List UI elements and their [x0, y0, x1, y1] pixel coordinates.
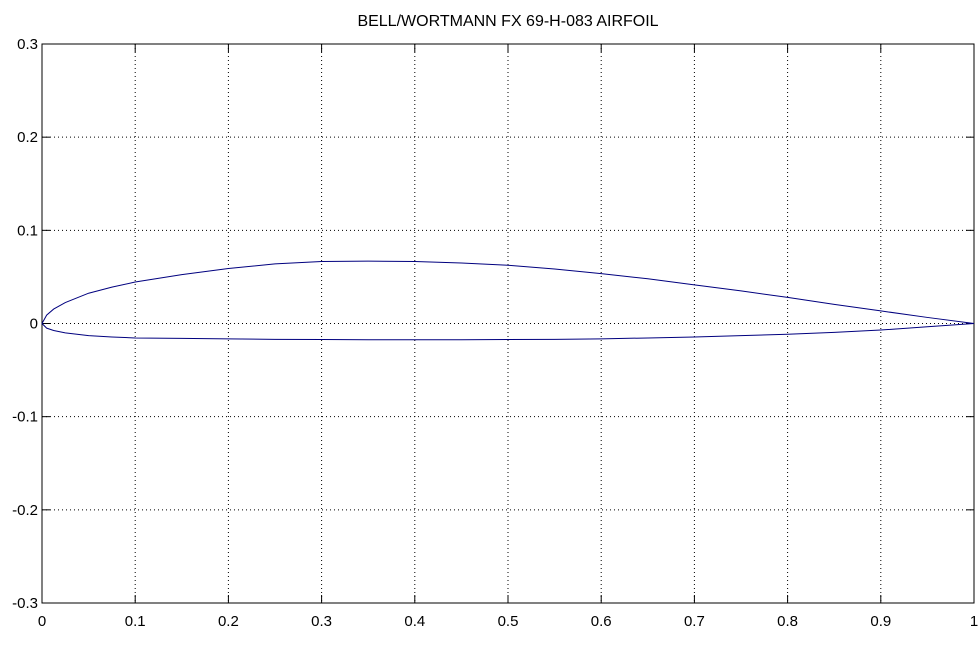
y-tick-label: 0.3 [17, 36, 38, 53]
axis-ticks [41, 43, 975, 604]
x-tick-label: 0.7 [684, 613, 705, 630]
x-tick-label: 1 [970, 613, 978, 630]
chart-title: BELL/WORTMANN FX 69-H-083 AIRFOIL [357, 13, 658, 30]
grid-lines [42, 44, 974, 603]
y-tick-label: 0.2 [17, 129, 38, 146]
x-tick-label: 0.9 [870, 613, 891, 630]
x-tick-label: 0.8 [777, 613, 798, 630]
x-tick-label: 0.5 [498, 613, 519, 630]
y-tick-label: -0.1 [12, 409, 38, 426]
x-tick-label: 0.1 [125, 613, 146, 630]
y-tick-label: -0.3 [12, 595, 38, 612]
x-tick-label: 0.2 [218, 613, 239, 630]
x-tick-label: 0 [38, 613, 46, 630]
y-tick-label: 0 [30, 316, 38, 333]
x-tick-label: 0.4 [404, 613, 425, 630]
x-tick-label: 0.3 [311, 613, 332, 630]
airfoil-outline [41, 260, 975, 341]
y-tick-labels: 0.3 0.2 0.1 0 -0.1 -0.2 -0.3 [12, 36, 38, 612]
y-tick-label: -0.2 [12, 502, 38, 519]
x-tick-label: 0.6 [591, 613, 612, 630]
x-tick-labels: 0 0.1 0.2 0.3 0.4 0.5 0.6 0.7 0.8 0.9 1 [38, 613, 978, 630]
y-tick-label: 0.1 [17, 222, 38, 239]
